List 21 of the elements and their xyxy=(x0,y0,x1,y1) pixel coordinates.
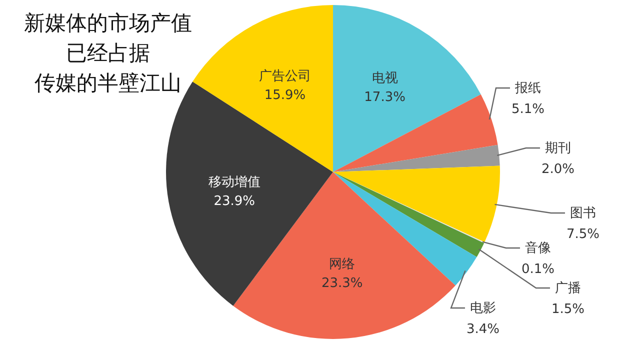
data-label: 23.3% xyxy=(321,276,363,291)
data-label: 0.1% xyxy=(521,262,555,277)
slice-label: 电视 xyxy=(372,71,398,86)
slice-label: 报纸 xyxy=(514,81,541,96)
slice-label: 广播 xyxy=(555,281,581,296)
data-label: 1.5% xyxy=(551,302,585,317)
data-label: 17.3% xyxy=(364,90,406,106)
slice-label: 期刊 xyxy=(545,141,571,156)
slice-label: 广告公司 xyxy=(259,69,312,84)
data-label: 5.1% xyxy=(511,102,545,117)
data-label: 3.4% xyxy=(466,322,500,337)
data-label: 23.9% xyxy=(214,194,256,209)
data-label: 2.0% xyxy=(541,162,575,177)
slice-label: 图书 xyxy=(570,206,596,221)
slice-label: 网络 xyxy=(329,256,356,272)
data-label: 15.9% xyxy=(264,88,306,104)
slice-label: 电影 xyxy=(470,301,496,316)
slice-label: 音像 xyxy=(525,241,551,256)
slice-label: 移动增值 xyxy=(208,174,260,190)
text: 新媒体的市场产值已经占据传媒的半壁江山 xyxy=(24,11,192,95)
data-label: 7.5% xyxy=(566,227,600,242)
